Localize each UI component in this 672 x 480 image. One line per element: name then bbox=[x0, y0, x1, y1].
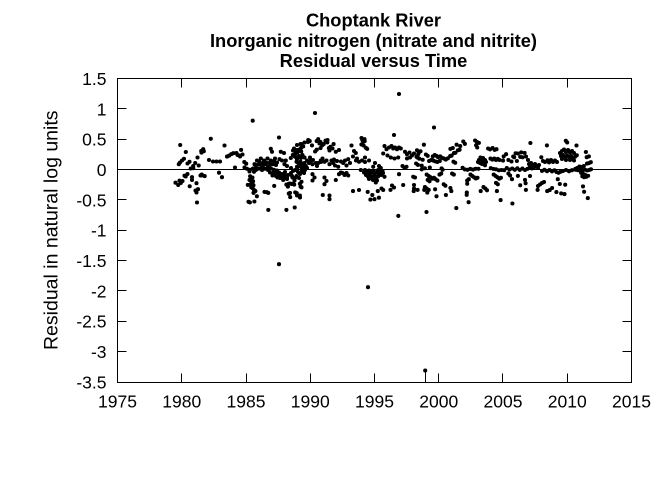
svg-text:-2.5: -2.5 bbox=[76, 312, 106, 332]
svg-text:1995: 1995 bbox=[355, 391, 394, 411]
svg-text:-1: -1 bbox=[91, 221, 107, 241]
svg-text:-1.5: -1.5 bbox=[76, 251, 106, 271]
svg-text:2005: 2005 bbox=[484, 391, 523, 411]
svg-text:1: 1 bbox=[97, 99, 107, 119]
svg-text:1990: 1990 bbox=[291, 391, 330, 411]
svg-text:2000: 2000 bbox=[419, 391, 458, 411]
svg-text:2010: 2010 bbox=[548, 391, 587, 411]
svg-text:0.5: 0.5 bbox=[82, 130, 106, 150]
svg-text:1975: 1975 bbox=[98, 391, 137, 411]
svg-text:1985: 1985 bbox=[227, 391, 266, 411]
svg-text:1980: 1980 bbox=[162, 391, 201, 411]
svg-text:-2: -2 bbox=[91, 281, 107, 301]
svg-text:2015: 2015 bbox=[612, 391, 651, 411]
svg-text:1.5: 1.5 bbox=[82, 69, 106, 89]
svg-text:Residual in natural log units: Residual in natural log units bbox=[41, 110, 63, 350]
svg-text:Inorganic nitrogen (nitrate an: Inorganic nitrogen (nitrate and nitrite) bbox=[210, 30, 537, 51]
svg-text:-0.5: -0.5 bbox=[76, 190, 106, 210]
svg-text:-3: -3 bbox=[91, 342, 107, 362]
svg-text:-3.5: -3.5 bbox=[76, 372, 106, 392]
svg-text:Residual versus Time: Residual versus Time bbox=[280, 50, 468, 71]
svg-text:Choptank River: Choptank River bbox=[306, 9, 441, 30]
svg-text:0: 0 bbox=[97, 160, 107, 180]
